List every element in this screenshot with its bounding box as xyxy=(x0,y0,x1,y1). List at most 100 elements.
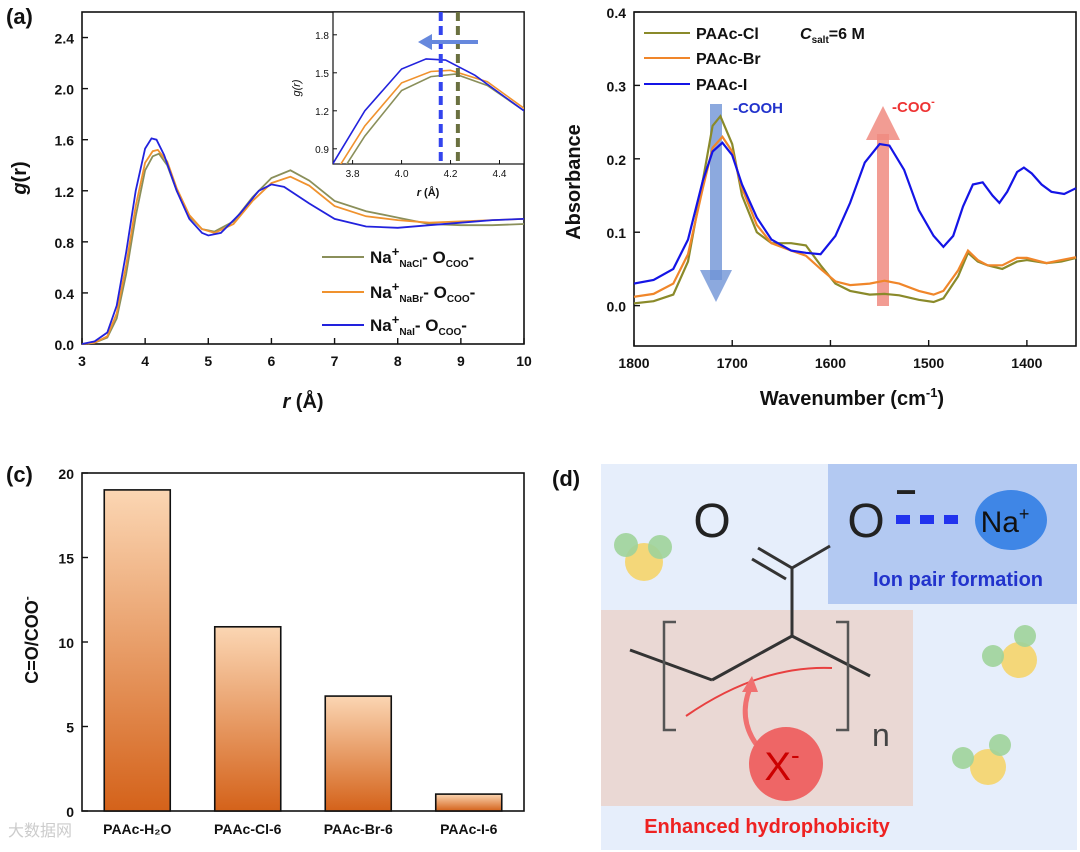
a-xtick-label: 10 xyxy=(516,353,532,369)
sodium-ion xyxy=(975,490,1047,550)
inset-shift-arrow-head xyxy=(418,34,432,50)
legend-text-nacl: Na+NaCl- OCOO- xyxy=(370,244,474,270)
a-xtick-label: 3 xyxy=(78,353,86,369)
b-xtick-label: 1800 xyxy=(618,355,649,371)
c-category-label-2: PAAc-Br-6 xyxy=(324,821,393,837)
inset-series xyxy=(333,58,524,164)
coo-arrow xyxy=(866,106,900,306)
c-bar-2 xyxy=(324,695,393,812)
anion-arrow xyxy=(742,687,759,746)
c-category-label-0: PAAc-H₂O xyxy=(103,821,171,837)
cooh-label: -COOH xyxy=(733,100,783,117)
c-bar-3 xyxy=(434,793,503,812)
b-ytick-label: 0.0 xyxy=(607,299,627,315)
panel-b-xlabel: Wavenumber (cm-1) xyxy=(760,385,944,410)
water-molecule-2 xyxy=(982,625,1037,678)
ion-pair-dashes xyxy=(896,515,958,524)
b-series-line-1 xyxy=(633,135,1077,298)
water-molecule-1 xyxy=(614,533,672,581)
a-xtick-label: 9 xyxy=(457,353,465,369)
inset-xtick-label: 4.2 xyxy=(444,169,458,180)
hydrophobicity-label: Enhanced hydrophobicity xyxy=(644,816,890,838)
watermark: 大数据网 xyxy=(8,822,72,840)
water-molecule-3 xyxy=(952,734,1011,785)
anion-x xyxy=(749,727,823,801)
a-series-line-2 xyxy=(81,137,525,345)
inset-ylabel: g(r) xyxy=(291,79,303,96)
b-ytick-label: 0.2 xyxy=(607,152,627,168)
a-ytick-label: 1.2 xyxy=(55,184,75,200)
c-ytick-label: 15 xyxy=(58,551,74,567)
b-xtick-label: 1700 xyxy=(717,355,748,371)
panel-a-xlabel: r (Å) xyxy=(282,389,323,413)
panel-a-label: (a) xyxy=(6,4,33,29)
panel-a-frame xyxy=(81,11,525,345)
panel-a-inset: 3.8 4.0 4.2 4.4 0.9 1.2 1.5 1.8 r (Å) g(r) xyxy=(291,11,525,199)
c-category-label-1: PAAc-Cl-6 xyxy=(214,821,282,837)
b-xtick-label: 1400 xyxy=(1011,355,1042,371)
legend-text-nabr: Na+NaBr- OCOO- xyxy=(370,279,475,305)
inset-ytick-label: 1.5 xyxy=(315,69,329,80)
a-xtick-label: 5 xyxy=(204,353,212,369)
coo-arrow-shaft xyxy=(877,134,889,306)
panel-d: (d) O O − xyxy=(552,464,1077,850)
b-ytick-label: 0.3 xyxy=(607,78,627,94)
panel-c: (c) 0 5 10 15 20 PAAc-H₂O PAAc-Cl-6 PAAc-Br-6 P… xyxy=(6,462,525,837)
panel-a: (a) 3 4 5 6 7 8 9 10 0.0 0.4 0.8 1.2 1.6 2.0 2.4 r (Å)… xyxy=(6,4,532,413)
coo-arrow-head xyxy=(866,106,900,140)
legend-text-paac-i: PAAc-I xyxy=(696,77,747,94)
legend-text-nai: Na+NaI- OCOO- xyxy=(370,312,467,338)
carboxylate-structure xyxy=(629,544,871,682)
panel-c-label: (c) xyxy=(6,462,33,487)
panel-b-series xyxy=(633,114,1077,305)
panel-b-frame xyxy=(633,11,1077,347)
oxygen-charge: − xyxy=(895,471,916,512)
b-xtick-label: 1600 xyxy=(815,355,846,371)
a-xtick-label: 7 xyxy=(331,353,339,369)
inset-xtick-label: 4.4 xyxy=(493,169,507,180)
panel-a-series xyxy=(81,137,525,345)
inset-content: 3.8 4.0 4.2 4.4 0.9 1.2 1.5 1.8 xyxy=(315,12,524,180)
panel-d-label: (d) xyxy=(552,466,580,491)
panel-b-ticks: 1800 1700 1600 1500 1400 0.0 0.1 0.2 0.3 0.4 xyxy=(607,5,1043,371)
a-ytick-label: 0.8 xyxy=(55,235,75,251)
salt-concentration-note: Csalt=6 M xyxy=(800,26,865,46)
repeat-subscript-n: n xyxy=(872,717,890,753)
legend-text-paac-br: PAAc-Br xyxy=(696,51,761,68)
c-ytick-label: 20 xyxy=(58,466,74,482)
panel-a-ylabel: g(r) xyxy=(9,161,31,195)
inset-ytick-label: 1.2 xyxy=(315,107,329,118)
ion-pair-label: Ion pair formation xyxy=(873,569,1043,591)
a-ytick-label: 2.4 xyxy=(55,31,75,47)
b-ytick-label: 0.4 xyxy=(607,5,627,21)
carboxylate-oxygen: O xyxy=(847,495,884,548)
c-category-label-3: PAAc-I-6 xyxy=(440,821,498,837)
a-xtick-label: 6 xyxy=(268,353,276,369)
c-ytick-label: 0 xyxy=(66,804,74,820)
a-xtick-label: 4 xyxy=(141,353,149,369)
panel-b-legend: PAAc-Cl Csalt=6 M PAAc-Br PAAc-I xyxy=(644,26,865,94)
c-bar-0 xyxy=(103,489,172,812)
anion-label: X- xyxy=(764,740,799,789)
b-series-line-2 xyxy=(633,141,1077,285)
a-ytick-label: 0.4 xyxy=(55,286,75,302)
b-xtick-label: 1500 xyxy=(913,355,944,371)
polymer-brackets xyxy=(662,620,850,732)
anion-arrow-head xyxy=(742,676,758,692)
panel-b-ylabel: Absorbance xyxy=(563,124,585,240)
c-ytick-label: 10 xyxy=(58,635,74,651)
a-series-line-1 xyxy=(81,148,525,345)
inset-ytick-label: 0.9 xyxy=(315,145,329,156)
a-ytick-label: 1.6 xyxy=(55,133,75,149)
c-ytick-label: 5 xyxy=(66,720,74,736)
coo-label: -COO- xyxy=(892,96,935,116)
inset-xtick-label: 3.8 xyxy=(346,169,360,180)
inset-xtick-label: 4.0 xyxy=(395,169,409,180)
carbonyl-oxygen: O xyxy=(693,495,730,548)
b-ytick-label: 0.1 xyxy=(607,225,627,241)
inset-ytick-label: 1.8 xyxy=(315,31,329,42)
c-bar-1 xyxy=(213,625,282,812)
cooh-arrow-head xyxy=(700,270,732,302)
a-ytick-label: 0.0 xyxy=(55,337,75,353)
